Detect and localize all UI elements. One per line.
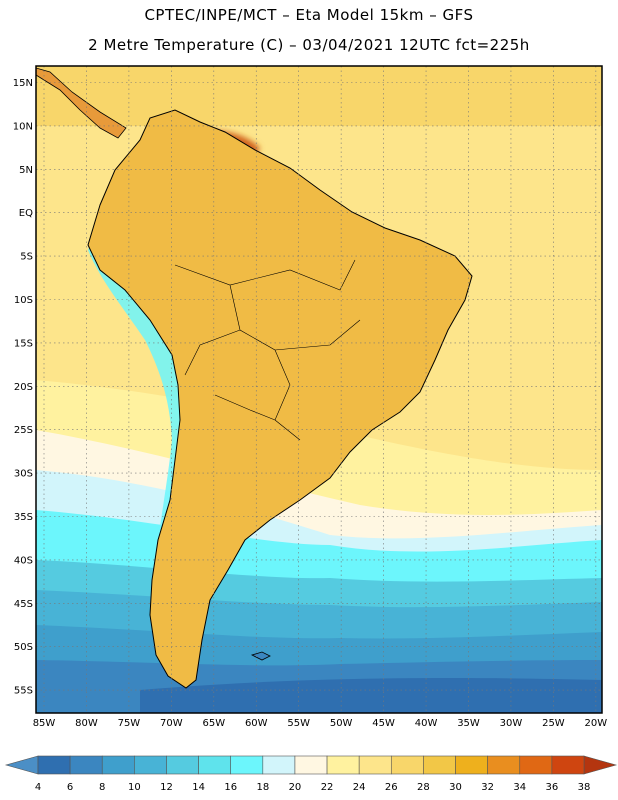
temperature-field [36,66,602,713]
colorbar-swatch [262,755,296,775]
falkland-islands [250,651,271,661]
colorbar-swatch [37,755,71,775]
colorbar-swatch [294,755,328,775]
colorbar-tick-label: 20 [289,782,302,793]
latitude-label: 5S [20,252,33,263]
colorbar-tick-label: 8 [99,782,105,793]
latitude-label: 45S [14,599,33,610]
longitude-label: 35W [457,718,480,729]
colorbar-tick-label: 12 [160,782,173,793]
latitude-label: 5N [19,165,33,176]
field-north-26-28 [36,66,602,126]
latitude-label: 15N [13,78,33,89]
longitude-label: 50W [330,718,353,729]
colorbar-swatch [230,755,264,775]
latitude-label: 10N [13,121,33,132]
colorbar-swatches [4,755,618,775]
colorbar: 4 6 8 10 12 14 16 18 20 22 24 26 28 30 32 34 36 38 [4,755,618,793]
colorbar-swatch [134,755,167,775]
colorbar-swatch [101,755,135,775]
map-frame [35,65,603,714]
colorbar-tick-label: 4 [35,782,41,793]
colorbar-tick-label: 36 [546,782,559,793]
latitude-label: 30S [14,469,33,480]
field-band-6-8 [140,678,602,713]
longitude-label: 80W [75,718,98,729]
central-america [36,67,127,139]
longitude-label: 45W [372,718,395,729]
longitude-label: 60W [245,718,268,729]
colorbar-tick-label: 26 [385,782,398,793]
colorbar-tick-label: 30 [449,782,462,793]
colorbar-tick-label: 10 [128,782,141,793]
colorbar-tick-label: 6 [67,782,73,793]
colorbar-swatch [455,755,488,775]
longitude-label: 30W [500,718,523,729]
colorbar-swatch [390,755,424,775]
colorbar-tick-label: 34 [513,782,526,793]
colorbar-tick-label: 22 [321,782,334,793]
map-title-line2: 2 Metre Temperature (C) – 03/04/2021 12U… [88,36,530,54]
colorbar-tick-label: 38 [578,782,591,793]
colorbar-swatch [198,755,232,775]
country-borders [174,259,361,441]
colorbar-swatch [423,755,456,775]
colorbar-swatch [326,755,360,775]
longitude-label: 20W [585,718,608,729]
longitude-label: 75W [118,718,141,729]
longitude-label: 40W [415,718,438,729]
colorbar-right-arrow [583,755,618,775]
latitude-label: EQ [19,208,33,219]
colorbar-tick-labels: 4 6 8 10 12 14 16 18 20 22 24 26 28 30 32 34 36 38 [35,782,591,793]
map-title-line1: CPTEC/INPE/MCT – Eta Model 15km – GFS [144,6,474,24]
longitude-labels: 85W 80W 75W 70W 65W 60W 55W 50W 45W 40W 35W 30W 25W 2… [33,718,608,729]
colorbar-swatch [551,755,585,775]
colorbar-tick-label: 18 [256,782,269,793]
longitude-label: 85W [33,718,56,729]
latitude-label: 35S [14,512,33,523]
colorbar-tick-label: 24 [353,782,366,793]
latitude-label: 40S [14,555,33,566]
colorbar-swatch [519,755,553,775]
colorbar-tick-label: 16 [224,782,237,793]
colorbar-swatch [358,755,392,775]
longitude-label: 65W [202,718,225,729]
latitude-label: 50S [14,642,33,653]
latitude-label: 25S [14,425,33,436]
colorbar-swatch [69,755,103,775]
colorbar-tick-label: 14 [192,782,205,793]
colorbar-tick-label: 32 [481,782,494,793]
latitude-label: 55S [14,686,33,697]
latitude-labels: 15N 10N 5N EQ 5S 10S 15S 20S 25S 30S 35S 40S 45S 50S 5… [13,78,33,697]
longitude-label: 55W [287,718,310,729]
latitude-label: 10S [14,295,33,306]
latitude-label: 15S [14,338,33,349]
longitude-label: 25W [542,718,565,729]
colorbar-tick-label: 28 [417,782,430,793]
colorbar-swatch [487,755,521,775]
colorbar-left-arrow [4,755,39,775]
longitude-label: 70W [160,718,183,729]
latitude-label: 20S [14,382,33,393]
colorbar-swatch [166,755,199,775]
